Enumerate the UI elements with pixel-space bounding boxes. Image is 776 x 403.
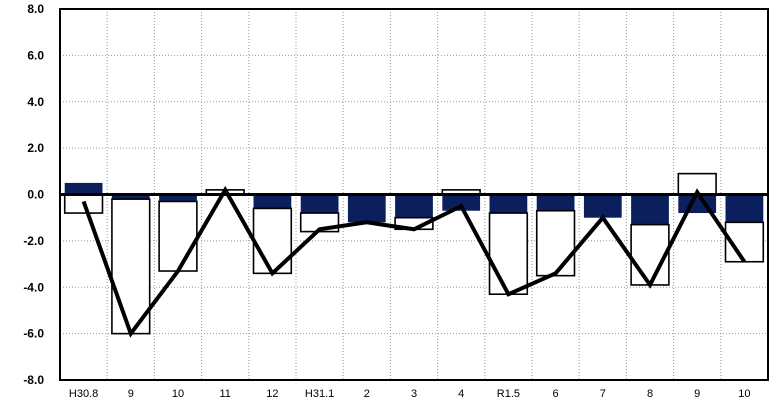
y-axis: 8.0 6.0 4.0 2.0 0.0 -2.0 -4.0 -6.0 -8.0 xyxy=(23,2,44,387)
x-tick-label: 6 xyxy=(553,388,559,400)
y-tick-label: -6.0 xyxy=(23,327,44,341)
bar-navy xyxy=(583,194,622,218)
bars xyxy=(63,172,765,335)
bar-navy xyxy=(347,194,386,223)
x-tick-label: 10 xyxy=(172,388,184,400)
x-axis: H30.8 9 10 11 12 H31.1 2 3 4 R1.5 6 7 8 9 10 xyxy=(69,388,751,400)
y-tick-label: -4.0 xyxy=(23,280,44,294)
bar-navy xyxy=(300,194,339,214)
x-tick-label: 9 xyxy=(128,388,134,400)
x-tick-label: 11 xyxy=(219,388,230,400)
plot-frame xyxy=(59,8,769,381)
bar-navy xyxy=(395,194,433,218)
bar-navy xyxy=(159,194,197,202)
x-tick-label: 4 xyxy=(458,388,464,400)
bar-white xyxy=(535,209,576,277)
x-tick-label: 3 xyxy=(411,388,417,400)
bar-white xyxy=(111,198,151,335)
x-tick-label: 10 xyxy=(738,388,750,400)
bar-navy xyxy=(536,194,575,211)
x-tick-label: 12 xyxy=(266,388,278,400)
bar-navy xyxy=(64,182,103,195)
bar-navy xyxy=(111,194,150,200)
bar-navy xyxy=(631,194,669,225)
bar-navy xyxy=(725,194,764,223)
y-tick-label: -8.0 xyxy=(23,373,44,387)
y-tick-label: 4.0 xyxy=(27,95,44,109)
bar-navy xyxy=(489,194,528,214)
x-tick-label: R1.5 xyxy=(497,388,520,400)
x-tick-label: H31.1 xyxy=(305,388,334,400)
y-tick-label: 8.0 xyxy=(27,2,44,16)
y-tick-label: 2.0 xyxy=(27,141,44,155)
bar-white xyxy=(488,212,529,296)
x-tick-label: 8 xyxy=(647,388,653,400)
x-tick-label: H30.8 xyxy=(69,388,98,400)
bar-navy xyxy=(442,194,481,211)
y-tick-label: 0.0 xyxy=(27,188,44,202)
x-tick-label: 7 xyxy=(600,388,606,400)
series-line xyxy=(81,185,747,338)
bar-navy xyxy=(253,194,292,209)
y-tick-label: 6.0 xyxy=(27,48,44,62)
x-tick-label: 9 xyxy=(694,388,700,400)
y-tick-label: -2.0 xyxy=(23,234,44,248)
x-tick-label: 2 xyxy=(364,388,370,400)
bar-white xyxy=(158,200,198,272)
